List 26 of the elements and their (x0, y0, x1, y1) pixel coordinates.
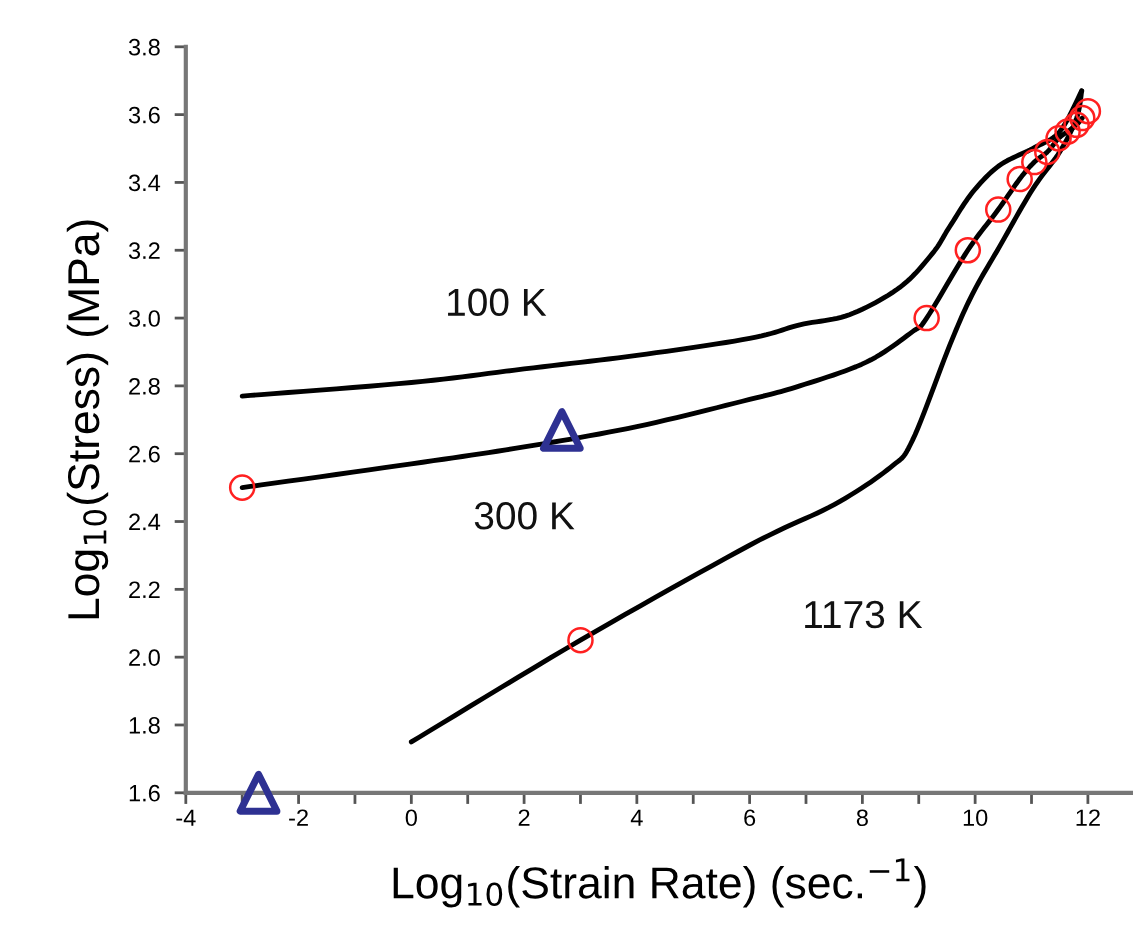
y-tick-label: 2.4 (129, 513, 161, 531)
x-tick-label: 2 (518, 809, 530, 826)
series-label: 300 K (474, 502, 575, 530)
y-tick-label: 3.2 (128, 242, 160, 260)
x-tick-label: 8 (856, 809, 868, 827)
x-tick-label: 6 (744, 809, 756, 827)
y-tick-label: 2.0 (129, 649, 160, 666)
y-tick-label: 3.8 (128, 38, 160, 56)
x-tick-label: 10 (963, 809, 988, 827)
x-tick-label: 12 (1076, 809, 1100, 826)
y-tick-label: 3.4 (128, 174, 161, 192)
x-tick-label: -2 (289, 809, 308, 826)
y-tick-label: 1.6 (129, 784, 160, 802)
x-tick-label: 4 (630, 809, 643, 826)
series-label: 1173 K (805, 600, 923, 629)
y-tick-label: 2.8 (129, 377, 160, 395)
x-tick-label: 0 (405, 809, 417, 827)
x-axis-title: Log$_{10}$(Strain Rate) (sec.$^{−1}$) (393, 858, 926, 908)
y-tick-label: 2.6 (129, 445, 160, 463)
series-label: 100 K (448, 288, 547, 317)
y-tick-label: 3.6 (128, 106, 160, 124)
y-tick-label: 2.2 (129, 581, 160, 598)
x-tick-label: -4 (176, 809, 196, 826)
y-tick-label: 3.0 (128, 310, 160, 327)
y-tick-label: 1.8 (129, 717, 160, 734)
y-axis-title: Log$_{10}$(Stress) (MPa) (66, 220, 109, 619)
